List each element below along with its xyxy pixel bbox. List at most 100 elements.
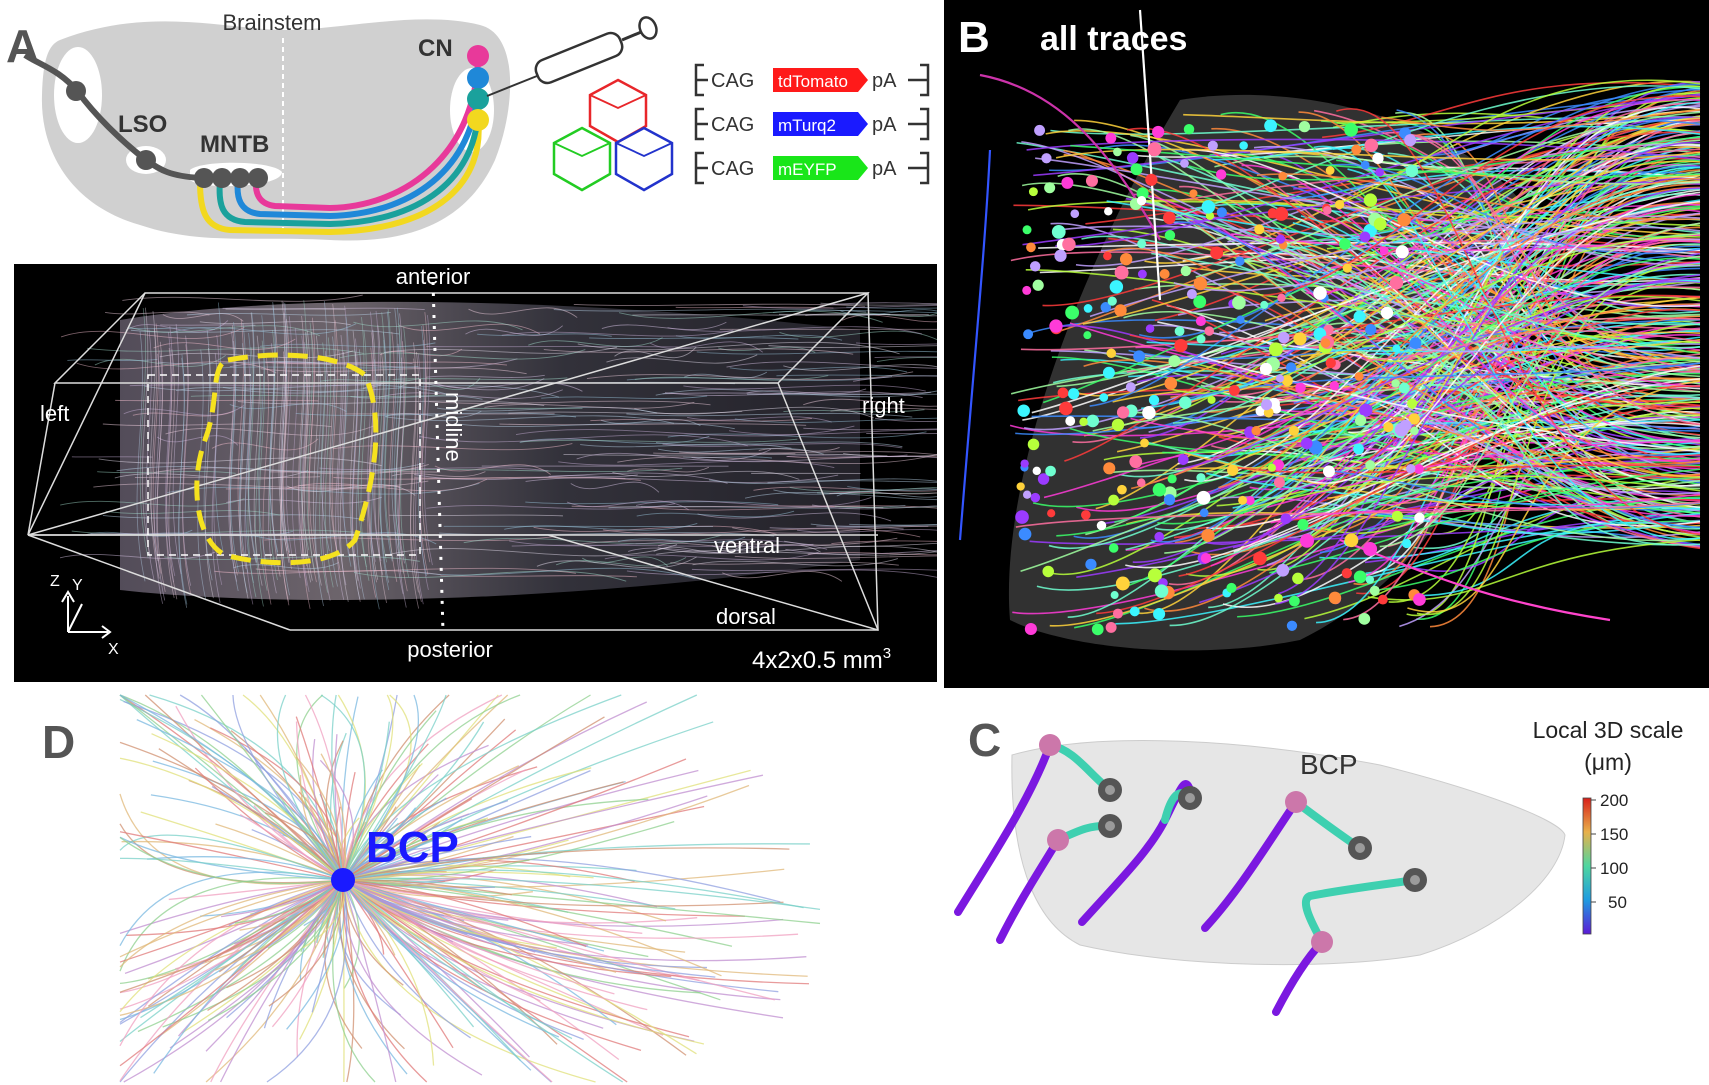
fiber (563, 453, 888, 457)
soma (1054, 249, 1067, 262)
fiber (156, 341, 166, 592)
trace (1106, 200, 1701, 282)
constructs: CAG tdTomato pA CAG mTurq2 pA CAG mEYFP pA (694, 63, 930, 185)
soma (1392, 344, 1401, 353)
fiber (319, 467, 549, 472)
soma (1300, 437, 1313, 450)
soma (1119, 252, 1133, 266)
fiber (843, 452, 937, 458)
fiber (484, 401, 695, 409)
fiber (401, 567, 696, 580)
trace (1263, 95, 1701, 297)
fiber (269, 305, 279, 557)
soma (1023, 329, 1034, 340)
soma (1236, 315, 1245, 324)
soma (1328, 591, 1342, 605)
fiber (811, 504, 937, 510)
soma (1354, 414, 1367, 427)
fiber (600, 418, 701, 427)
fiber (768, 345, 937, 348)
panel-letter-c: C (968, 714, 1001, 766)
trace (1125, 395, 1701, 551)
trace (342, 798, 473, 881)
fiber (197, 349, 207, 600)
trace (119, 879, 344, 1067)
volume-bounding-box (27, 292, 879, 632)
trace (137, 879, 344, 1033)
fiber (649, 341, 764, 353)
soma (1026, 242, 1036, 253)
construct-pa: pA (872, 158, 897, 180)
itr-right-icon (908, 63, 930, 97)
soma (1275, 234, 1286, 244)
soma (1177, 454, 1189, 465)
fiber (785, 548, 937, 555)
outlier-trace (958, 149, 992, 541)
soma (1268, 342, 1283, 357)
trace (119, 831, 344, 881)
soma (1325, 357, 1336, 369)
fiber (419, 434, 749, 447)
axis-y-label: Y (72, 577, 83, 594)
trace (232, 694, 344, 881)
cn-cell-blue (467, 67, 489, 89)
soma (1413, 593, 1426, 606)
fiber (734, 417, 937, 423)
brainstem-label: Brainstem (222, 10, 321, 35)
soma (1295, 382, 1306, 394)
soma (1259, 362, 1273, 376)
trace (1055, 93, 1701, 247)
soma (1032, 466, 1041, 476)
soma (1297, 518, 1309, 531)
fiber (742, 304, 937, 309)
soma (1275, 374, 1284, 383)
fiber (321, 350, 331, 601)
fiber (301, 358, 311, 609)
fiber (153, 338, 296, 350)
trace (1269, 476, 1701, 574)
axon-segment (954, 741, 1054, 916)
trace (342, 694, 420, 881)
fiber (306, 322, 316, 573)
axon-segment (1078, 780, 1194, 926)
fiber (634, 375, 829, 381)
soma (1410, 426, 1419, 436)
virus-icon-blue (614, 126, 674, 192)
fiber (300, 300, 310, 551)
nucleus-hull-c (1011, 740, 1566, 966)
soma (1024, 622, 1037, 636)
soma (1405, 164, 1419, 178)
fiber (76, 361, 277, 374)
fiber (874, 417, 937, 422)
fiber (168, 349, 178, 600)
soma (1114, 265, 1129, 280)
construct-gene: tdTomato (778, 72, 848, 91)
trace (1082, 174, 1701, 325)
fiber (653, 452, 796, 455)
trace (1200, 355, 1701, 453)
fiber (281, 345, 290, 596)
soma (1216, 169, 1227, 180)
trace (1407, 380, 1701, 613)
panel-letter-b: B (958, 13, 990, 62)
soma (1235, 256, 1245, 266)
soma (1274, 207, 1289, 221)
trace (1015, 501, 1701, 528)
soma (1116, 406, 1130, 419)
trace (1350, 362, 1701, 409)
soma (1145, 324, 1155, 333)
traces-aligned (119, 694, 821, 1083)
fiber (178, 357, 188, 608)
soma (1232, 295, 1246, 310)
trace (1144, 315, 1701, 612)
mntb-neuron-3 (230, 168, 250, 188)
trace (342, 879, 705, 1045)
lso-label: LSO (118, 111, 167, 138)
panel-letter-a: A (6, 20, 39, 72)
neuron-3 (1078, 780, 1202, 926)
soma (1199, 508, 1209, 518)
soma (1278, 171, 1288, 181)
fiber (156, 350, 166, 601)
trace (119, 823, 344, 884)
